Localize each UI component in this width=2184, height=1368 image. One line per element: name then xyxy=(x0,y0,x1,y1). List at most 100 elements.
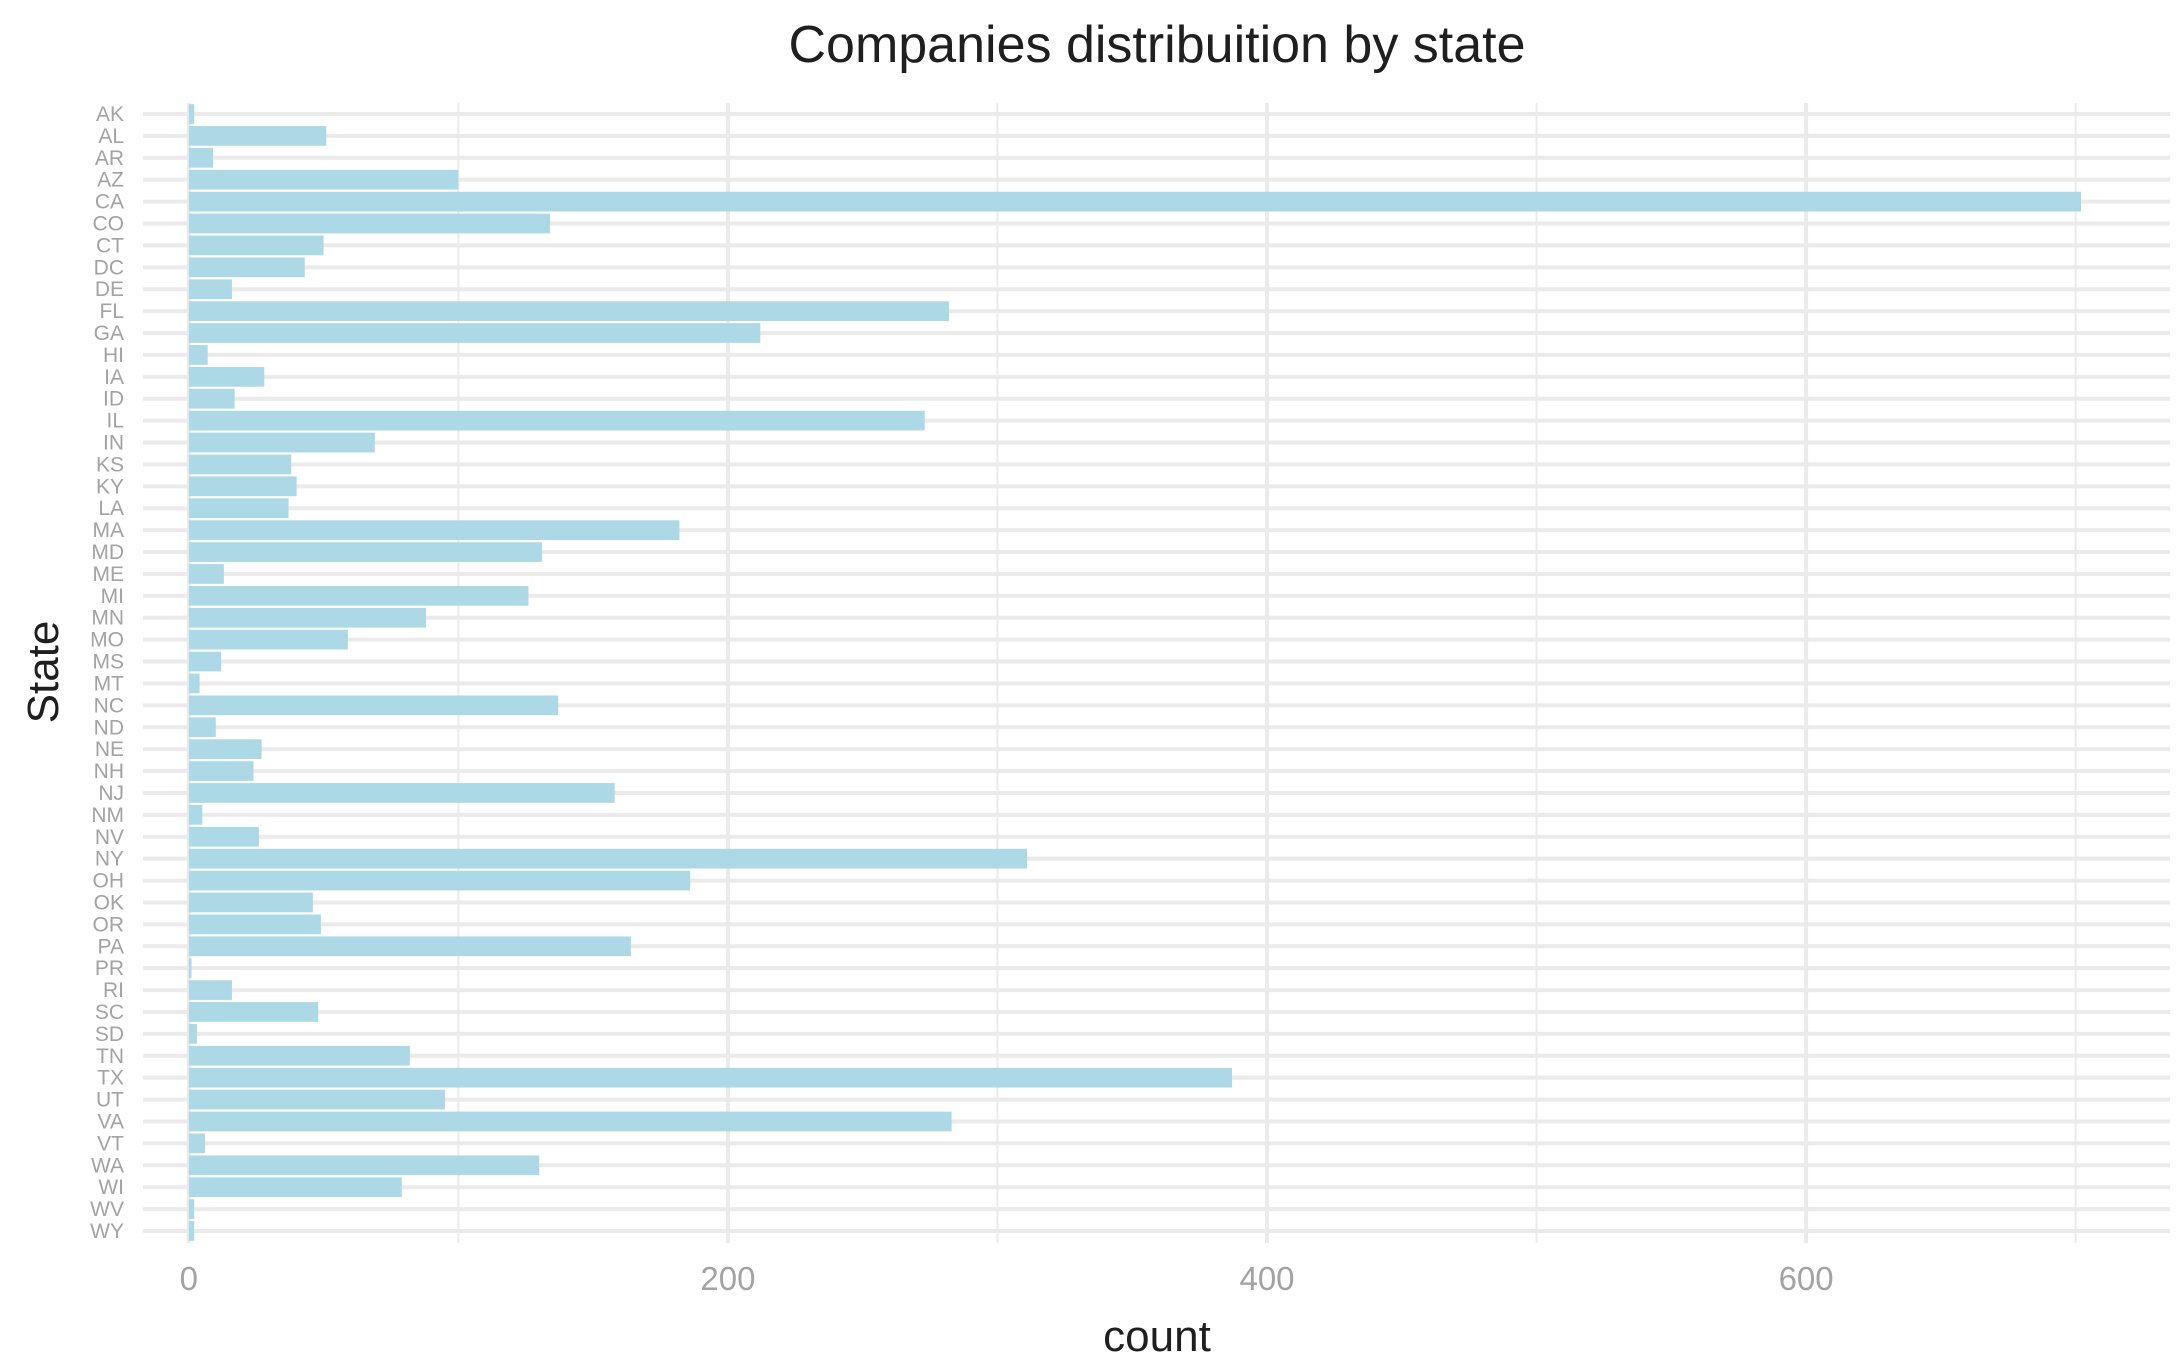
bar-me xyxy=(188,564,224,584)
x-tick-label: 400 xyxy=(1239,1260,1294,1297)
y-tick-label: LA xyxy=(98,497,124,520)
y-tick-label: MO xyxy=(90,629,124,652)
y-tick-label: ND xyxy=(94,716,124,739)
y-tick-label: GA xyxy=(94,322,124,345)
y-tick-label: AZ xyxy=(97,169,124,192)
bar-ga xyxy=(188,323,761,343)
y-tick-label: NH xyxy=(94,760,124,783)
y-tick-label: AL xyxy=(98,125,124,148)
bar-nm xyxy=(188,805,203,825)
bar-or xyxy=(188,914,321,935)
bar-id xyxy=(188,388,235,409)
y-tick-label: NJ xyxy=(98,782,124,805)
y-tick-label: SC xyxy=(95,1001,124,1024)
bar-mt xyxy=(188,673,200,694)
y-tick-label: NY xyxy=(95,848,124,871)
x-tick-label: 200 xyxy=(700,1260,755,1297)
y-tick-label: CO xyxy=(93,213,125,236)
y-tick-label: KY xyxy=(96,475,124,498)
bar-ok xyxy=(188,892,313,913)
bar-al xyxy=(188,126,327,146)
y-tick-label: PA xyxy=(98,935,124,958)
bar-nd xyxy=(188,717,216,738)
y-tick-label: PR xyxy=(95,957,124,980)
bar-ut xyxy=(188,1089,445,1110)
bar-ms xyxy=(188,651,222,672)
bar-ar xyxy=(188,147,214,168)
bar-ny xyxy=(188,848,1028,869)
bar-wv xyxy=(188,1199,195,1219)
bar-ne xyxy=(188,739,262,760)
bar-pa xyxy=(188,936,631,957)
y-tick-label: CA xyxy=(95,191,124,214)
bar-wi xyxy=(188,1177,402,1198)
bar-ri xyxy=(188,980,232,1000)
bar-sc xyxy=(188,1002,319,1022)
y-tick-label: HI xyxy=(103,344,124,367)
y-tick-label: VT xyxy=(97,1132,124,1155)
bar-in xyxy=(188,432,375,453)
y-axis-title: State xyxy=(19,621,68,724)
bars xyxy=(188,104,2082,1241)
y-tick-label: CT xyxy=(96,234,124,257)
y-tick-label: MI xyxy=(101,585,124,608)
bar-mo xyxy=(188,629,348,650)
bar-ma xyxy=(188,520,680,540)
y-tick-label: DC xyxy=(94,256,124,279)
gridlines xyxy=(143,103,2170,1243)
y-tick-label: MA xyxy=(93,519,125,542)
x-axis-title: count xyxy=(1103,1312,1211,1361)
bar-co xyxy=(188,213,551,234)
bar-pr xyxy=(188,958,192,979)
y-tick-label: WY xyxy=(90,1220,124,1243)
y-tick-label: FL xyxy=(99,300,124,323)
bar-wa xyxy=(188,1155,540,1176)
y-tick-label: WI xyxy=(98,1176,124,1199)
y-tick-label: TN xyxy=(96,1045,124,1068)
bar-md xyxy=(188,542,542,562)
y-tick-label: RI xyxy=(103,979,124,1002)
y-tick-label: NC xyxy=(94,694,124,717)
bar-dc xyxy=(188,257,305,278)
bar-tn xyxy=(188,1045,410,1066)
bar-az xyxy=(188,169,459,190)
y-tick-labels: AKALARAZCACOCTDCDEFLGAHIIAIDILINKSKYLAMA… xyxy=(90,103,124,1243)
y-tick-label: IN xyxy=(103,432,124,455)
y-tick-label: IL xyxy=(106,410,124,433)
bar-wy xyxy=(188,1221,195,1241)
bar-ca xyxy=(188,191,2082,212)
y-tick-label: IA xyxy=(104,366,124,389)
bar-ct xyxy=(188,235,324,256)
bar-oh xyxy=(188,870,691,891)
y-tick-label: OH xyxy=(93,870,125,893)
x-tick-label: 600 xyxy=(1779,1260,1834,1297)
y-tick-label: NV xyxy=(95,826,124,849)
y-tick-label: ID xyxy=(103,388,124,411)
bar-ks xyxy=(188,454,292,475)
bar-nj xyxy=(188,783,615,803)
y-tick-label: VA xyxy=(98,1110,124,1133)
y-tick-label: OK xyxy=(94,891,124,914)
y-tick-label: MT xyxy=(94,672,124,695)
y-tick-label: NM xyxy=(91,804,124,827)
bar-fl xyxy=(188,301,949,321)
bar-ak xyxy=(188,104,195,124)
bar-nh xyxy=(188,761,254,781)
y-tick-label: WV xyxy=(90,1198,124,1221)
bar-va xyxy=(188,1111,952,1132)
y-tick-label: AR xyxy=(95,147,124,170)
y-tick-label: KS xyxy=(96,453,124,476)
y-tick-label: NE xyxy=(95,738,124,761)
y-tick-label: DE xyxy=(95,278,124,301)
x-tick-labels: 0 200 400 600 xyxy=(180,1260,1834,1297)
y-tick-label: AK xyxy=(96,103,124,126)
y-tick-label: UT xyxy=(96,1089,124,1112)
bar-ia xyxy=(188,366,265,387)
bar-vt xyxy=(188,1133,205,1154)
bar-sd xyxy=(188,1024,197,1044)
bar-ky xyxy=(188,476,297,497)
y-tick-label: OR xyxy=(93,913,125,936)
y-tick-label: SD xyxy=(95,1023,124,1046)
bar-de xyxy=(188,279,232,300)
